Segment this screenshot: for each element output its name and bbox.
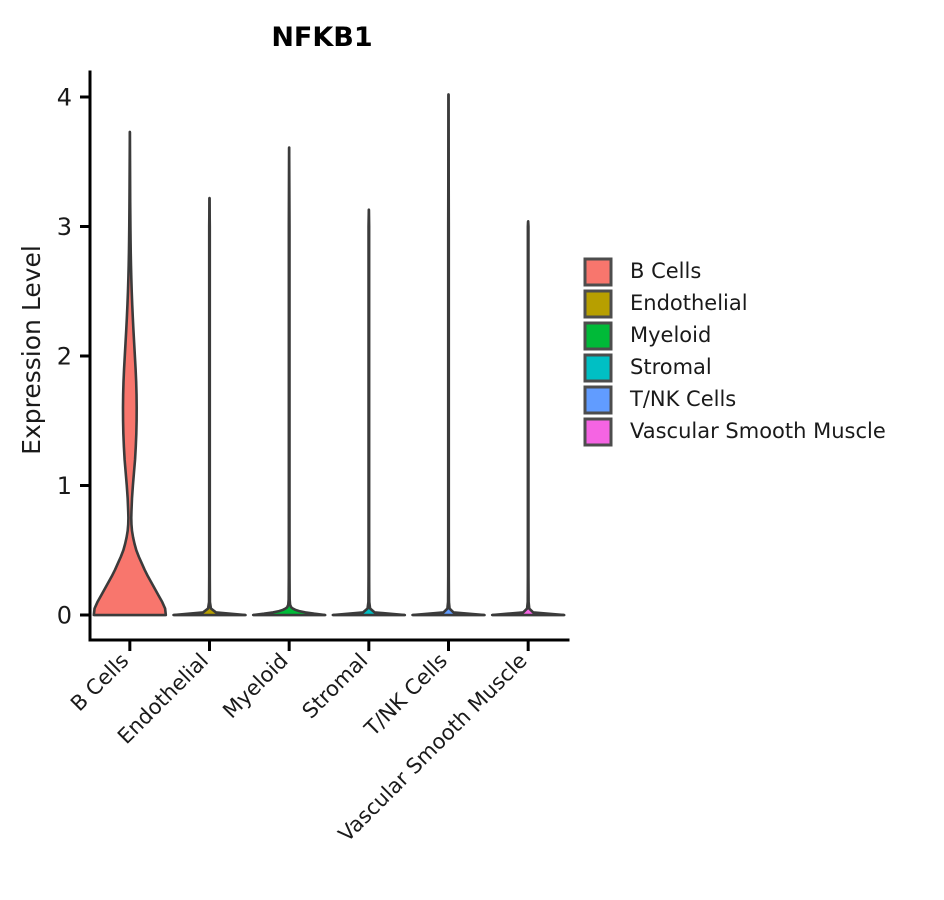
y-tick-label: 1 — [57, 472, 72, 500]
violin-body — [331, 208, 407, 617]
x-axis-ticks — [128, 640, 530, 651]
legend-swatch-b-cells[interactable] — [583, 257, 613, 287]
violin-vascular-smooth-muscle — [490, 220, 566, 617]
violin-body — [92, 130, 168, 617]
plot-title: NFKB1 — [271, 22, 372, 53]
violin-body — [172, 196, 247, 617]
y-axis-ticks: 0 1 2 3 4 — [57, 84, 90, 630]
violin-group — [92, 93, 566, 617]
legend-label-b-cells: B Cells — [630, 259, 701, 283]
violin-stromal — [331, 208, 407, 617]
violin-body — [411, 93, 486, 617]
legend: B Cells Endothelial Myeloid Stromal T/NK Cel… — [583, 257, 886, 447]
legend-swatch-endothelial[interactable] — [583, 289, 613, 319]
violin-endothelial — [172, 196, 247, 617]
legend-label-stromal: Stromal — [630, 355, 712, 379]
legend-label-vascular-smooth-muscle: Vascular Smooth Muscle — [630, 419, 886, 443]
x-tick-label-myeloid: Myeloid — [218, 649, 292, 723]
legend-label-t-nk-cells: T/NK Cells — [629, 387, 736, 411]
x-tick-label-stromal: Stromal — [298, 649, 373, 724]
legend-label-endothelial: Endothelial — [630, 291, 748, 315]
y-tick-label: 3 — [57, 213, 72, 241]
y-tick-label: 4 — [57, 84, 72, 112]
y-axis-title: Expression Level — [17, 245, 46, 455]
violin-t-nk-cells — [411, 93, 486, 617]
legend-swatch-t-nk-cells[interactable] — [583, 385, 613, 415]
y-tick-label: 0 — [57, 602, 72, 630]
violin-body — [490, 220, 566, 617]
x-tick-label-b-cells: B Cells — [66, 649, 133, 716]
violin-body — [251, 146, 327, 617]
legend-swatch-stromal[interactable] — [583, 353, 613, 383]
legend-swatch-vascular-smooth-muscle[interactable] — [583, 417, 613, 447]
violin-b-cells — [92, 130, 168, 617]
violin-myeloid — [251, 146, 327, 617]
legend-label-myeloid: Myeloid — [630, 323, 711, 347]
legend-swatch-myeloid[interactable] — [583, 321, 613, 351]
y-tick-label: 2 — [57, 343, 72, 371]
